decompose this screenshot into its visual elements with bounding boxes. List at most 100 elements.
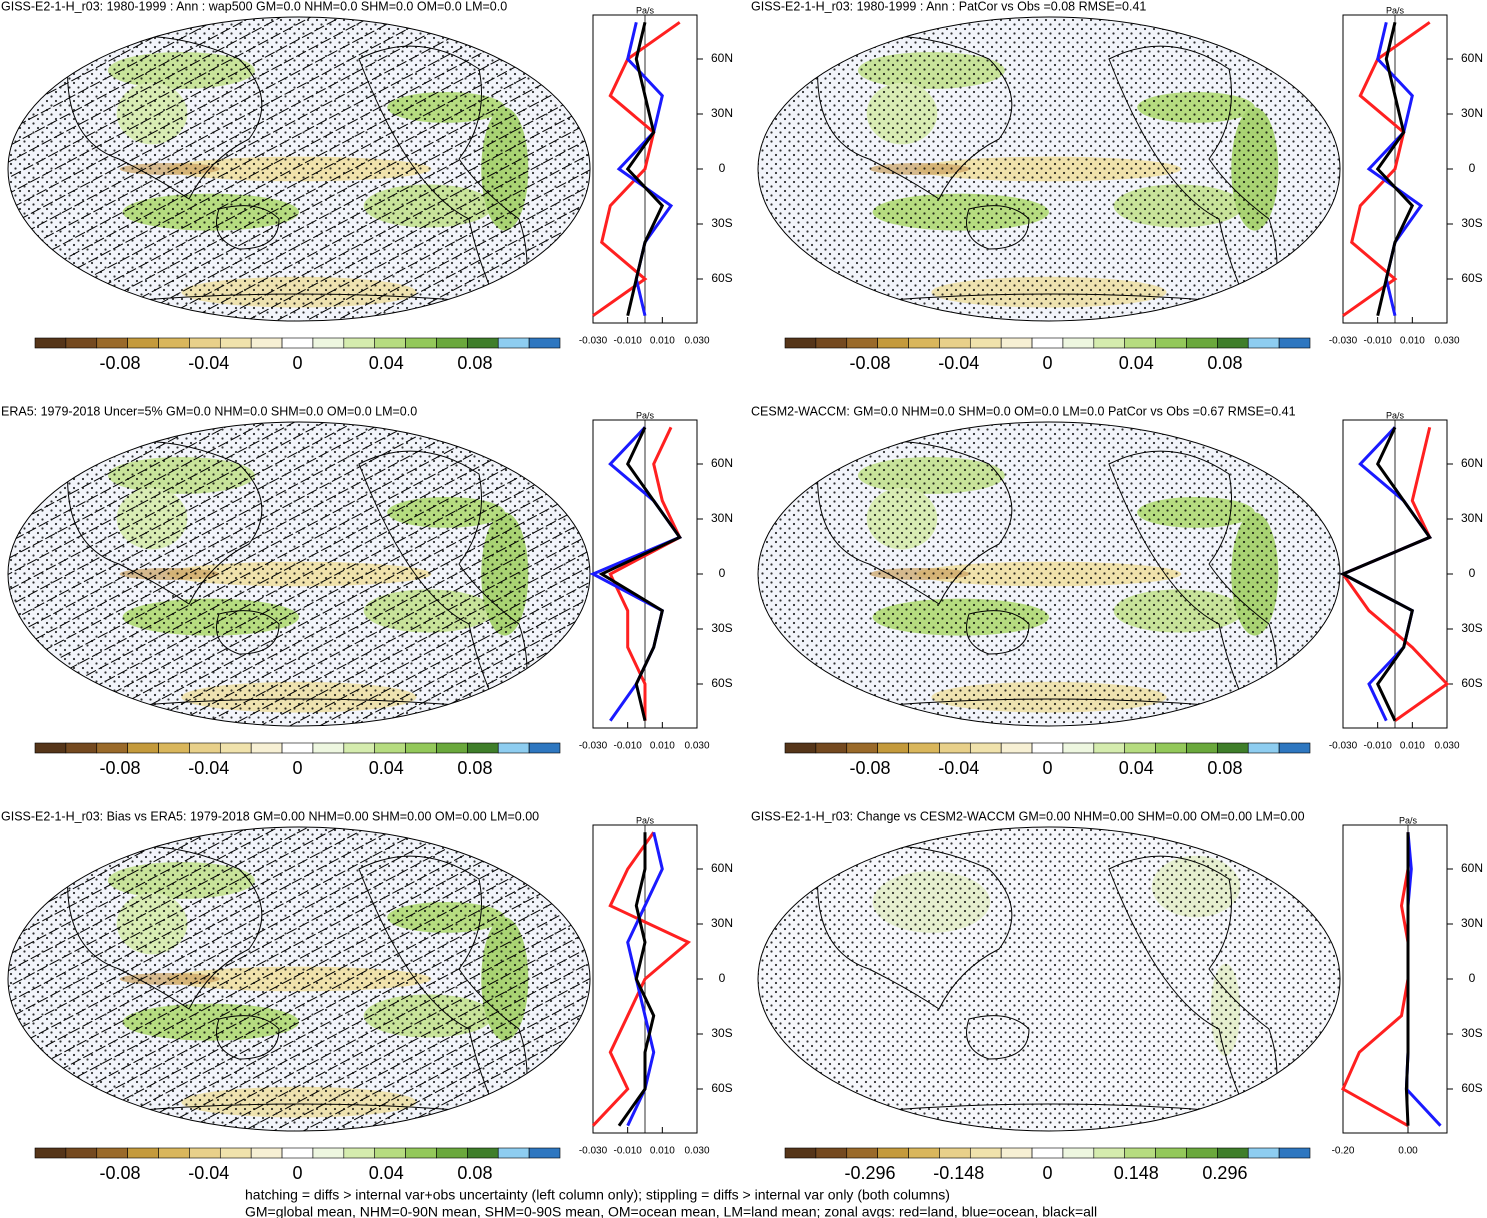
colorbar-box [1278, 742, 1311, 754]
colorbar-box [312, 742, 345, 754]
colorbar-box [436, 1147, 468, 1159]
colorbar-box [497, 1147, 530, 1159]
colorbar-box [374, 337, 406, 349]
y-tick-label: 30N [711, 511, 733, 525]
map [8, 827, 590, 1131]
colorbar-box [939, 337, 971, 349]
profile-unit: Pa/s [1386, 5, 1405, 15]
colorbar-box [405, 1147, 437, 1159]
colorbar-box [34, 337, 67, 349]
profile-unit: Pa/s [636, 815, 655, 825]
colorbar-label: 0.08 [1207, 758, 1242, 778]
hatching [8, 422, 590, 726]
colorbar-box [1247, 742, 1280, 754]
map [8, 422, 590, 726]
x-tick-label: 0.030 [684, 741, 709, 752]
colorbar-label: -0.04 [938, 758, 979, 778]
x-tick-label: 0.010 [1400, 741, 1425, 752]
colorbar-label: 0.08 [457, 1163, 492, 1183]
x-tick-label: -0.010 [613, 336, 642, 347]
colorbar-box [877, 337, 909, 349]
panel-title: ERA5: 1979-2018 Uncer=5% GM=0.0 NHM=0.0 … [1, 404, 417, 418]
colorbar-box [1217, 337, 1249, 349]
colorbar-box [1217, 742, 1249, 754]
zonal-profile [592, 21, 681, 317]
y-tick-label: 60S [1461, 1081, 1482, 1095]
colorbar-label: -0.04 [188, 758, 229, 778]
colorbar-box [815, 742, 848, 754]
hatching [8, 17, 590, 321]
colorbar-label: 0.08 [457, 353, 492, 373]
y-tick-label: 60N [711, 51, 733, 65]
colorbar-label: 0 [292, 1163, 302, 1183]
colorbar-box [1062, 337, 1095, 349]
colorbar-box [158, 1147, 190, 1159]
zonal-profile [625, 21, 665, 317]
colorbar-box [1186, 742, 1218, 754]
colorbar-box [1062, 742, 1095, 754]
map-border [757, 826, 1341, 1132]
colorbar-box [219, 337, 252, 349]
y-tick-label: 60S [711, 1081, 732, 1095]
colorbar-box [1186, 1147, 1218, 1159]
colorbar-label: -0.08 [100, 758, 141, 778]
colorbar-label: 0.04 [1119, 758, 1154, 778]
colorbar-box [250, 1147, 283, 1159]
colorbar-box [939, 1147, 971, 1159]
colorbar-box [528, 337, 561, 349]
colorbar-label: 0.08 [457, 758, 492, 778]
colorbar-box [127, 742, 159, 754]
panel: CESM2-WACCM: GM=0.0 NHM=0.0 SHM=0.0 OM=0… [751, 404, 1483, 777]
y-tick-label: 30N [1461, 511, 1483, 525]
x-tick-label: -0.010 [1363, 741, 1392, 752]
footer-line: GM=global mean, NHM=0-90N mean, SHM=0-90… [245, 1204, 1097, 1218]
colorbar-box [1124, 337, 1156, 349]
colorbar-label: 0.04 [369, 758, 404, 778]
y-tick-label: 0 [719, 161, 726, 175]
colorbar-box [65, 742, 98, 754]
colorbar-box [343, 1147, 376, 1159]
colorbar-box [784, 337, 817, 349]
colorbar-box [189, 1147, 221, 1159]
colorbar-label: -0.08 [100, 353, 141, 373]
zonal-profile [1375, 21, 1415, 317]
x-tick-label: -0.20 [1332, 1146, 1355, 1157]
colorbar-box [846, 337, 878, 349]
colorbar-box [846, 742, 878, 754]
colorbar-box [467, 337, 499, 349]
y-tick-label: 0 [1469, 566, 1476, 580]
colorbar-box [1155, 742, 1187, 754]
colorbar-box [908, 742, 940, 754]
colorbar-box [1217, 1147, 1249, 1159]
colorbar-label: 0 [292, 758, 302, 778]
y-tick-label: 0 [719, 971, 726, 985]
colorbar-label: -0.08 [850, 758, 891, 778]
colorbar-box [405, 742, 437, 754]
x-tick-label: -0.030 [579, 1146, 608, 1157]
x-tick-label: -0.010 [1363, 336, 1392, 347]
colorbar-box [815, 1147, 848, 1159]
colorbar-box [1062, 1147, 1095, 1159]
colorbar-box [1124, 742, 1156, 754]
colorbar-label: -0.04 [188, 353, 229, 373]
colorbar-label: 0.04 [369, 1163, 404, 1183]
panel-title: GISS-E2-1-H_r03: Change vs CESM2-WACCM G… [751, 809, 1305, 823]
colorbar-box [1093, 1147, 1126, 1159]
colorbar-box [467, 742, 499, 754]
x-tick-label: 0.030 [684, 1146, 709, 1157]
colorbar-label: 0.04 [369, 353, 404, 373]
zonal-profile [598, 426, 682, 722]
colorbar-box [436, 742, 468, 754]
map [758, 17, 1340, 321]
colorbar-label: 0 [292, 353, 302, 373]
colorbar-box [1031, 337, 1064, 349]
colorbar-box [158, 337, 190, 349]
stippling [758, 827, 1340, 1131]
y-tick-label: 0 [1469, 971, 1476, 985]
panel: ERA5: 1979-2018 Uncer=5% GM=0.0 NHM=0.0 … [1, 404, 733, 777]
y-tick-label: 30S [1461, 621, 1482, 635]
colorbar-label: -0.04 [938, 353, 979, 373]
colorbar-box [1093, 742, 1126, 754]
y-tick-label: 30N [711, 916, 733, 930]
